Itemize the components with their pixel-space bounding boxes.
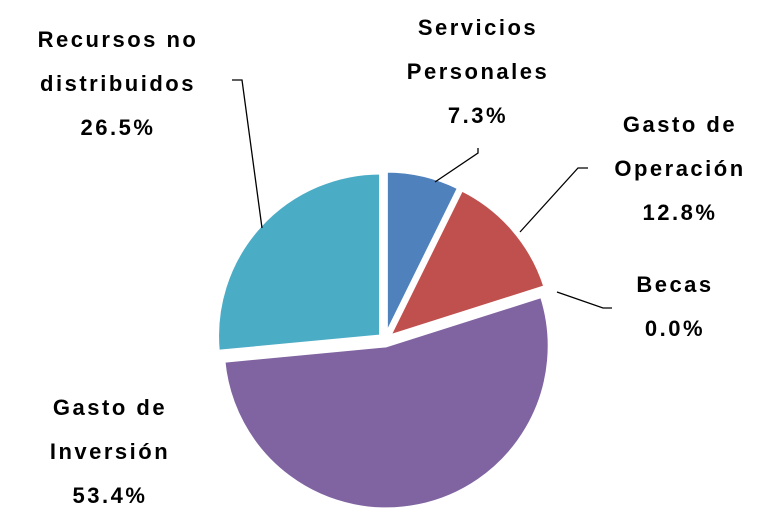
slices <box>216 169 551 510</box>
category-label: Servicios Personales <box>406 15 550 84</box>
category-label: Gasto de Inversión <box>49 395 171 464</box>
value-label: 7.3% <box>447 103 509 128</box>
slice-label: Gasto de Inversión 53.4% <box>20 386 200 510</box>
category-label: Becas <box>636 272 714 297</box>
leader-line <box>434 148 479 183</box>
value-label: 12.8% <box>642 200 718 225</box>
slice-label: Servicios Personales 7.3% <box>378 6 578 138</box>
value-label: 0.0% <box>644 316 706 341</box>
category-label: Recursos no distribuidos <box>37 27 199 96</box>
value-label: 53.4% <box>72 483 148 508</box>
slice-label: Becas 0.0% <box>610 263 740 351</box>
leader-line <box>519 167 588 233</box>
pie-slice <box>384 169 461 335</box>
slice-label: Recursos no distribuidos 26.5% <box>0 18 236 150</box>
pie-slice <box>386 187 547 339</box>
slice-label: Gasto de Operación 12.8% <box>600 103 760 235</box>
category-label: Gasto de Operación <box>614 112 746 181</box>
pie-slice <box>216 171 383 353</box>
value-label: 26.5% <box>80 115 156 140</box>
leader-line <box>232 79 263 229</box>
pie-slice <box>222 294 551 510</box>
leader-line <box>556 291 612 309</box>
